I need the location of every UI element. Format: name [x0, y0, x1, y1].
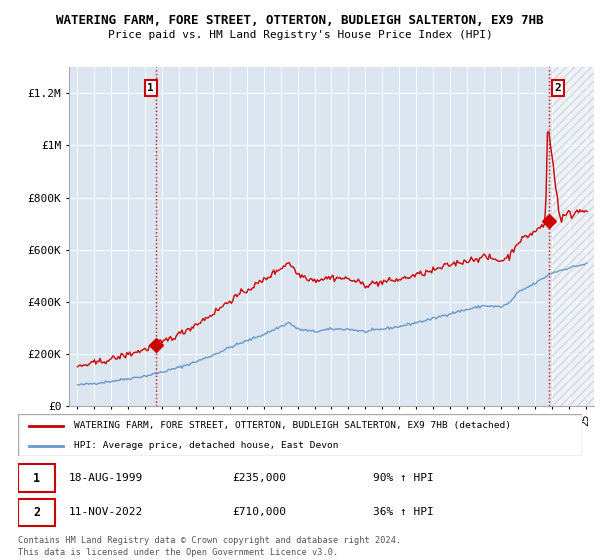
Text: £710,000: £710,000 — [232, 507, 286, 517]
Text: This data is licensed under the Open Government Licence v3.0.: This data is licensed under the Open Gov… — [18, 548, 338, 557]
Text: 36% ↑ HPI: 36% ↑ HPI — [373, 507, 434, 517]
Text: HPI: Average price, detached house, East Devon: HPI: Average price, detached house, East… — [74, 441, 339, 450]
Bar — [551, 67, 594, 406]
Text: WATERING FARM, FORE STREET, OTTERTON, BUDLEIGH SALTERTON, EX9 7HB (detached): WATERING FARM, FORE STREET, OTTERTON, BU… — [74, 421, 511, 430]
Text: Contains HM Land Registry data © Crown copyright and database right 2024.: Contains HM Land Registry data © Crown c… — [18, 536, 401, 545]
Text: Price paid vs. HM Land Registry's House Price Index (HPI): Price paid vs. HM Land Registry's House … — [107, 30, 493, 40]
FancyBboxPatch shape — [18, 414, 582, 456]
Text: 11-NOV-2022: 11-NOV-2022 — [69, 507, 143, 517]
Text: £235,000: £235,000 — [232, 473, 286, 483]
Text: 1: 1 — [148, 83, 154, 93]
Text: 18-AUG-1999: 18-AUG-1999 — [69, 473, 143, 483]
Text: 1: 1 — [33, 472, 40, 484]
Bar — [551, 67, 594, 406]
FancyBboxPatch shape — [18, 498, 55, 526]
Text: 2: 2 — [554, 83, 562, 93]
FancyBboxPatch shape — [18, 464, 55, 492]
Text: WATERING FARM, FORE STREET, OTTERTON, BUDLEIGH SALTERTON, EX9 7HB: WATERING FARM, FORE STREET, OTTERTON, BU… — [56, 14, 544, 27]
Text: 2: 2 — [33, 506, 40, 519]
Text: 90% ↑ HPI: 90% ↑ HPI — [373, 473, 434, 483]
